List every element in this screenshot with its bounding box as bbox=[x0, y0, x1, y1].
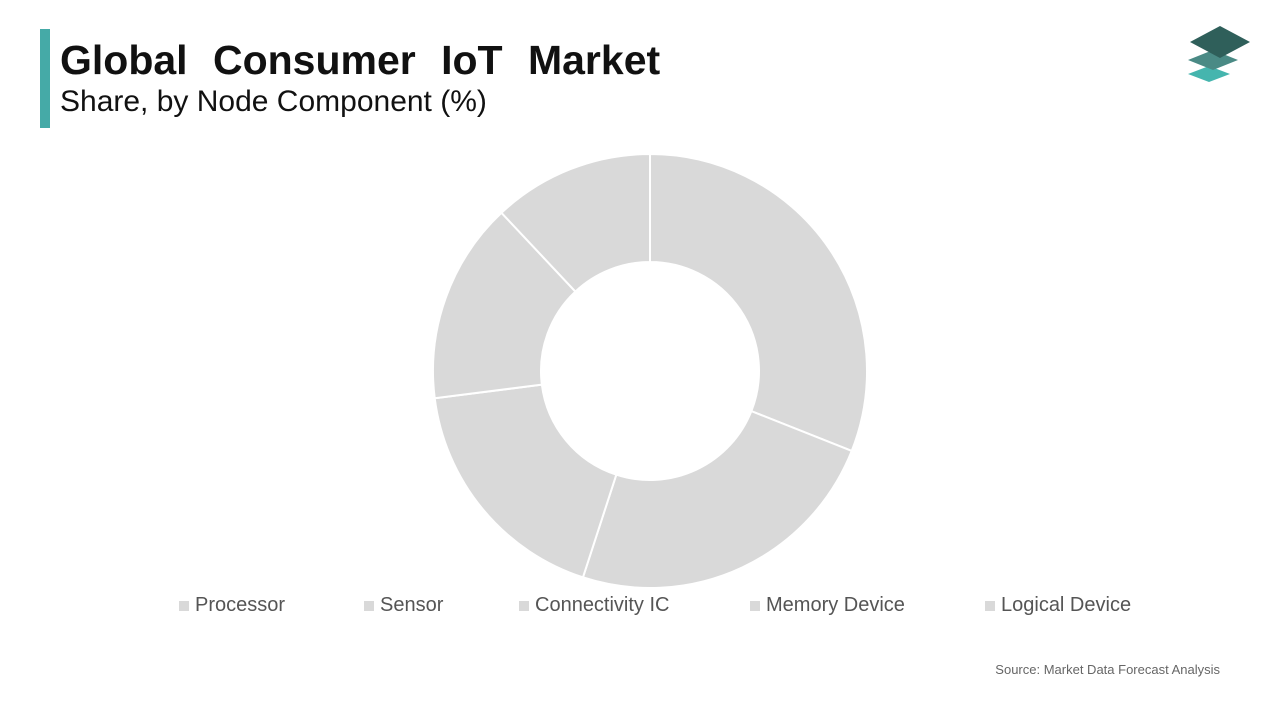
legend-item-logical-device: Logical Device bbox=[985, 594, 1131, 617]
slice-memory-device bbox=[432, 211, 577, 400]
page-subtitle: Share, by Node Component (%) bbox=[60, 85, 487, 118]
legend-label: Logical Device bbox=[1001, 594, 1132, 616]
donut-chart bbox=[432, 152, 868, 589]
legend-swatch bbox=[364, 600, 374, 611]
legend-item-sensor: Sensor bbox=[364, 594, 443, 617]
legend-swatch bbox=[179, 600, 189, 611]
slice-processor bbox=[649, 152, 868, 453]
slice-sensor bbox=[581, 409, 854, 589]
legend-swatch bbox=[750, 600, 760, 611]
legend-item-processor: Processor bbox=[179, 594, 285, 617]
legend-label: Processor bbox=[195, 594, 286, 616]
logo-layer-bottom bbox=[1188, 66, 1230, 82]
brand-logo-icon bbox=[1188, 26, 1250, 82]
legend-item-memory-device: Memory Device bbox=[750, 594, 905, 617]
legend-item-connectivity-ic: Connectivity IC bbox=[519, 594, 670, 617]
title-accent-bar bbox=[40, 29, 50, 128]
legend-swatch bbox=[519, 600, 529, 611]
slice-logical-device bbox=[500, 152, 651, 293]
legend-swatch bbox=[985, 600, 995, 611]
legend-label: Connectivity IC bbox=[535, 594, 670, 616]
legend-label: Sensor bbox=[380, 594, 444, 616]
chart-legend: Processor Sensor Connectivity IC Memory … bbox=[0, 594, 1280, 620]
page-title: Global Consumer IoT Market bbox=[60, 37, 661, 83]
slice-connectivity-ic bbox=[433, 383, 618, 579]
donut-slices bbox=[432, 152, 868, 589]
source-note: Source: Market Data Forecast Analysis bbox=[995, 662, 1220, 677]
legend-label: Memory Device bbox=[766, 594, 905, 616]
logo-layer-top bbox=[1190, 26, 1250, 58]
